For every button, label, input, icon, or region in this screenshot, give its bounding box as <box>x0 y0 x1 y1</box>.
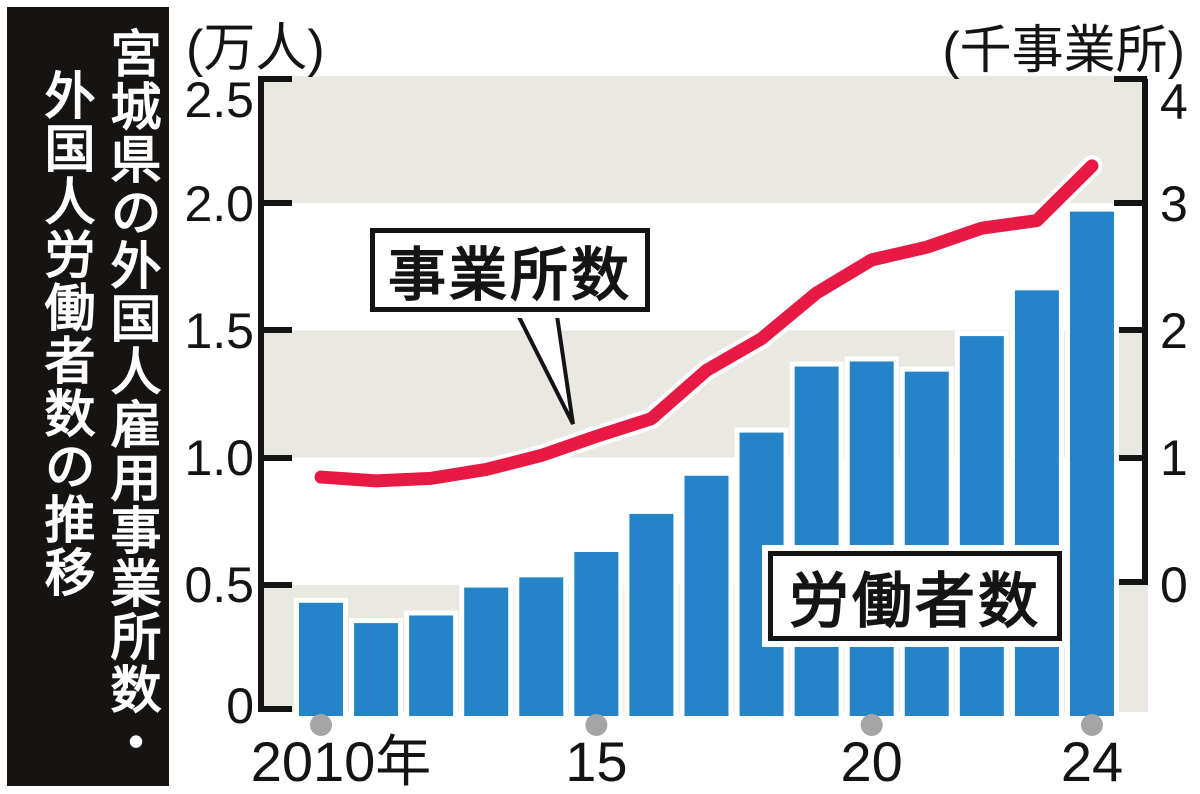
left-axis-tick-label: 2.5 <box>184 72 254 128</box>
bar-workers <box>629 513 674 716</box>
bar-workers <box>1014 290 1059 716</box>
bar-workers <box>959 336 1004 716</box>
bar-workers <box>574 551 619 716</box>
x-axis-label: 24 <box>1060 730 1124 793</box>
bar-workers <box>464 587 509 716</box>
bar-workers <box>904 371 949 716</box>
left-axis-tick-label: 2.0 <box>184 176 254 232</box>
figure-title-line-1: 宮城県の外国人雇用事業所数・ <box>103 27 160 769</box>
series-label-establishments: 事業所数 <box>370 228 650 312</box>
right-axis-tick-label: 2 <box>1160 303 1188 359</box>
bar-workers <box>684 475 729 716</box>
title-sidebar: 宮城県の外国人雇用事業所数・ 外国人労働者数の推移 <box>7 7 169 786</box>
left-axis-tick-label: 1.5 <box>184 303 254 359</box>
x-axis-label: 15 <box>565 730 628 793</box>
bar-workers <box>794 366 839 716</box>
left-axis-tick-label: 0.5 <box>184 557 254 613</box>
bar-workers <box>354 623 399 716</box>
right-axis-tick-label: 4 <box>1160 74 1188 130</box>
bar-workers <box>519 577 564 716</box>
bar-workers <box>299 602 343 716</box>
year-marker-dot <box>310 714 332 736</box>
right-axis-tick-label: 1 <box>1160 430 1188 486</box>
figure-title: 宮城県の外国人雇用事業所数・ 外国人労働者数の推移 <box>32 27 164 787</box>
left-axis-unit-label: (万人) <box>186 20 325 78</box>
left-axis-tick-label: 0 <box>226 678 254 734</box>
year-marker-dot <box>860 714 883 736</box>
year-marker-dot <box>1080 714 1103 736</box>
right-axis-tick-label: 0 <box>1160 557 1188 613</box>
left-axis-tick-label: 1.0 <box>184 430 254 486</box>
year-marker-dot <box>585 714 608 736</box>
series-label-workers: 労働者数 <box>768 551 1062 641</box>
x-axis-label: 20 <box>840 730 903 793</box>
line-establishments <box>314 159 1099 488</box>
bar-workers <box>849 361 894 716</box>
bar-workers <box>1069 211 1114 716</box>
bar-workers <box>409 615 454 716</box>
x-axis-label: 2010年 <box>250 730 432 793</box>
right-axis-tick-label: 3 <box>1160 176 1188 232</box>
grid-band <box>258 76 1148 204</box>
right-axis-unit-label: (千事業所) <box>942 22 1185 80</box>
figure-title-line-2: 外国人労働者数の推移 <box>37 69 94 599</box>
